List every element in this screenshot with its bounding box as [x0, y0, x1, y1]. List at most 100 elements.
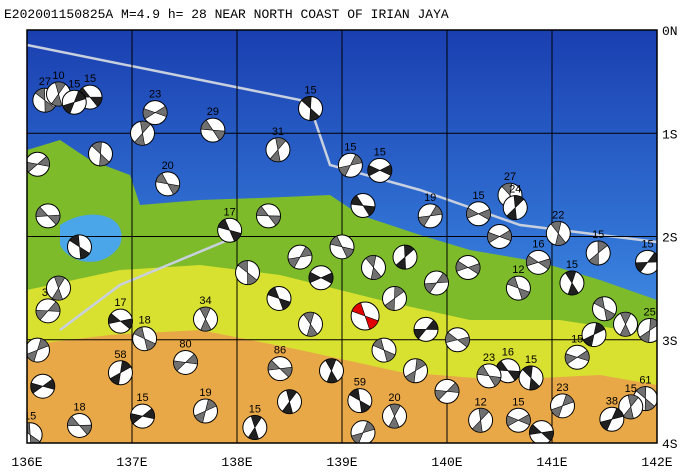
ball-quadrant — [89, 96, 103, 107]
depth-label: 17 — [224, 206, 236, 218]
ball-quadrant — [635, 261, 649, 273]
depth-label: 15 — [472, 190, 484, 202]
ball-quadrant — [611, 407, 624, 420]
ball-quadrant — [550, 221, 562, 235]
depth-label: 15 — [84, 73, 96, 85]
ball-quadrant — [320, 272, 334, 284]
ball-quadrant — [646, 252, 657, 263]
ball-quadrant — [529, 424, 543, 435]
beachball — [637, 317, 657, 343]
ball-quadrant — [341, 246, 355, 259]
y-tick-label: 3S — [662, 334, 678, 349]
depth-label: 20 — [162, 160, 174, 172]
ball-quadrant — [119, 318, 133, 330]
ball-quadrant — [267, 359, 281, 371]
ball-quadrant — [445, 332, 459, 344]
ball-quadrant — [35, 206, 49, 218]
depth-label: 80 — [179, 338, 191, 350]
ball-quadrant — [498, 229, 512, 242]
beachball — [585, 240, 611, 266]
beachball — [445, 327, 470, 353]
ball-quadrant — [404, 370, 416, 383]
ball-quadrant — [627, 394, 639, 408]
beachball — [434, 378, 460, 404]
depth-label: 15 — [641, 238, 653, 250]
beachball — [277, 389, 302, 415]
ball-quadrant — [167, 183, 180, 195]
beachball — [564, 344, 590, 370]
ball-quadrant — [78, 424, 92, 436]
ball-quadrant — [306, 323, 318, 337]
depth-label: 20 — [388, 392, 400, 404]
ball-quadrant — [173, 360, 187, 372]
fault-line — [59, 233, 241, 331]
beachball — [350, 193, 376, 219]
beachball — [505, 407, 531, 433]
ball-quadrant — [599, 418, 613, 431]
ball-quadrant — [155, 172, 169, 185]
ball-quadrant — [267, 215, 281, 226]
beachball — [173, 349, 199, 375]
beachball — [382, 403, 407, 429]
beachball — [550, 393, 575, 419]
ball-quadrant — [395, 256, 406, 270]
depth-label: 23 — [483, 352, 495, 364]
beachball — [545, 220, 571, 246]
depth-label: 29 — [207, 106, 219, 118]
ball-quadrant — [507, 370, 521, 381]
ball-quadrant — [550, 405, 563, 418]
ball-quadrant — [379, 164, 393, 176]
ball-quadrant — [384, 297, 395, 311]
beachball — [27, 337, 50, 363]
ball-quadrant — [91, 141, 102, 155]
x-tick-label: 139E — [326, 455, 357, 470]
ball-quadrant — [30, 382, 44, 394]
beachball — [130, 120, 155, 146]
ball-quadrant — [372, 338, 385, 351]
beachball — [67, 412, 92, 438]
ball-quadrant — [567, 282, 579, 296]
ball-quadrant — [299, 246, 313, 258]
ball-quadrant — [367, 165, 381, 177]
beachball — [88, 141, 113, 167]
ball-quadrant — [506, 415, 520, 427]
ball-quadrant — [54, 81, 66, 95]
depth-label: 19 — [424, 192, 436, 204]
ball-quadrant — [415, 358, 427, 372]
beachball — [367, 157, 393, 183]
beachball — [502, 195, 528, 221]
title: E202001150825A M=4.9 h= 28 NEAR NORTH CO… — [4, 7, 449, 22]
depth-label: 17 — [114, 297, 126, 309]
frame — [26, 29, 658, 444]
ball-quadrant — [35, 309, 49, 321]
ball-quadrant — [644, 397, 656, 411]
ball-quadrant — [194, 410, 206, 423]
ball-quadrant — [417, 215, 431, 227]
ball-quadrant — [279, 366, 293, 378]
ball-quadrant — [506, 276, 519, 289]
ball-quadrant — [429, 205, 443, 217]
depth-label: 27 — [504, 171, 516, 183]
ball-quadrant — [364, 315, 379, 330]
depth-label: 34 — [199, 295, 211, 307]
beachball — [217, 217, 243, 243]
ball-quadrant — [349, 154, 363, 166]
ball-quadrant — [287, 256, 301, 269]
ball-quadrant — [269, 149, 281, 163]
beachball — [466, 201, 491, 227]
x-tick-label: 142E — [641, 455, 672, 470]
depth-label: 15 — [249, 404, 261, 416]
depth-label: 61 — [639, 375, 651, 387]
beachball — [287, 244, 313, 270]
ball-quadrant — [564, 353, 578, 365]
ball-quadrant — [144, 338, 156, 351]
depth-label: 15 — [566, 259, 578, 271]
ball-quadrant — [212, 129, 226, 141]
beachball — [200, 117, 226, 143]
ball-quadrant — [140, 120, 151, 134]
ball-quadrant — [184, 353, 198, 365]
ball-quadrant — [247, 426, 259, 440]
y-tick-label: 0N — [662, 24, 678, 39]
